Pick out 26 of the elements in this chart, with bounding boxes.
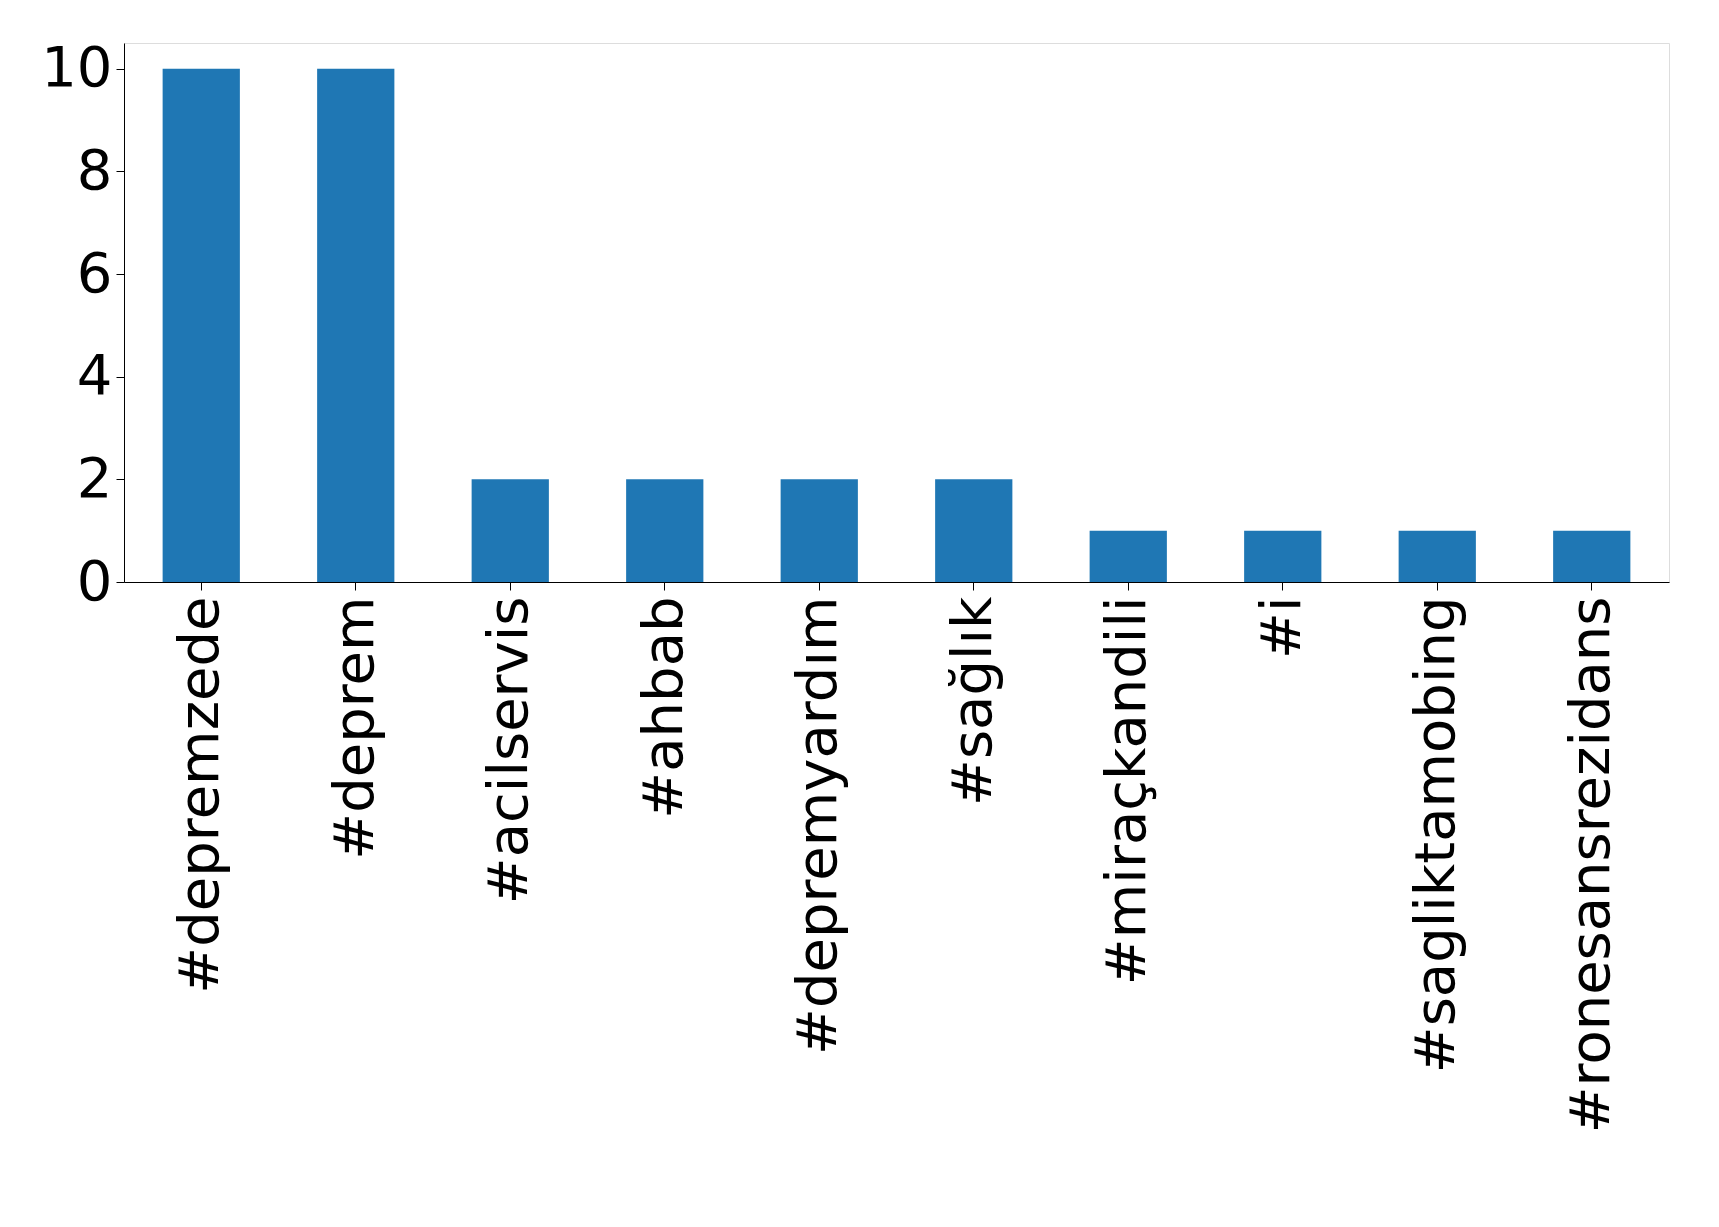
x-tick-label: #ronesansrezidans — [1556, 596, 1622, 1134]
bar — [162, 68, 240, 582]
y-tick-label: 4 — [76, 342, 113, 408]
bar — [1553, 530, 1631, 582]
y-tick-label: 0 — [76, 547, 113, 613]
x-tick-label: #sagliktamobing — [1402, 596, 1468, 1074]
bar — [780, 479, 858, 582]
bar — [626, 479, 704, 582]
x-tick-label: #depremzede — [166, 596, 232, 994]
y-tick-label: 10 — [41, 34, 113, 100]
y-tick-label: 8 — [76, 136, 113, 202]
bar — [1398, 530, 1476, 582]
x-tick-label: #i — [1247, 596, 1313, 659]
bar — [935, 479, 1013, 582]
bar — [1089, 530, 1167, 582]
x-tick-label: #sağlık — [938, 595, 1004, 807]
bar — [1244, 530, 1322, 582]
bar — [317, 68, 395, 582]
x-tick-label: #depremyardım — [784, 596, 850, 1055]
x-tick-label: #deprem — [320, 596, 386, 860]
x-tick-label: #acilservis — [475, 596, 541, 905]
x-tick-label: #miraçkandili — [1093, 596, 1159, 986]
x-tick-label: #ahbab — [629, 596, 695, 819]
bar — [471, 479, 549, 582]
y-tick-label: 2 — [76, 444, 113, 510]
y-tick-label: 6 — [76, 239, 113, 305]
